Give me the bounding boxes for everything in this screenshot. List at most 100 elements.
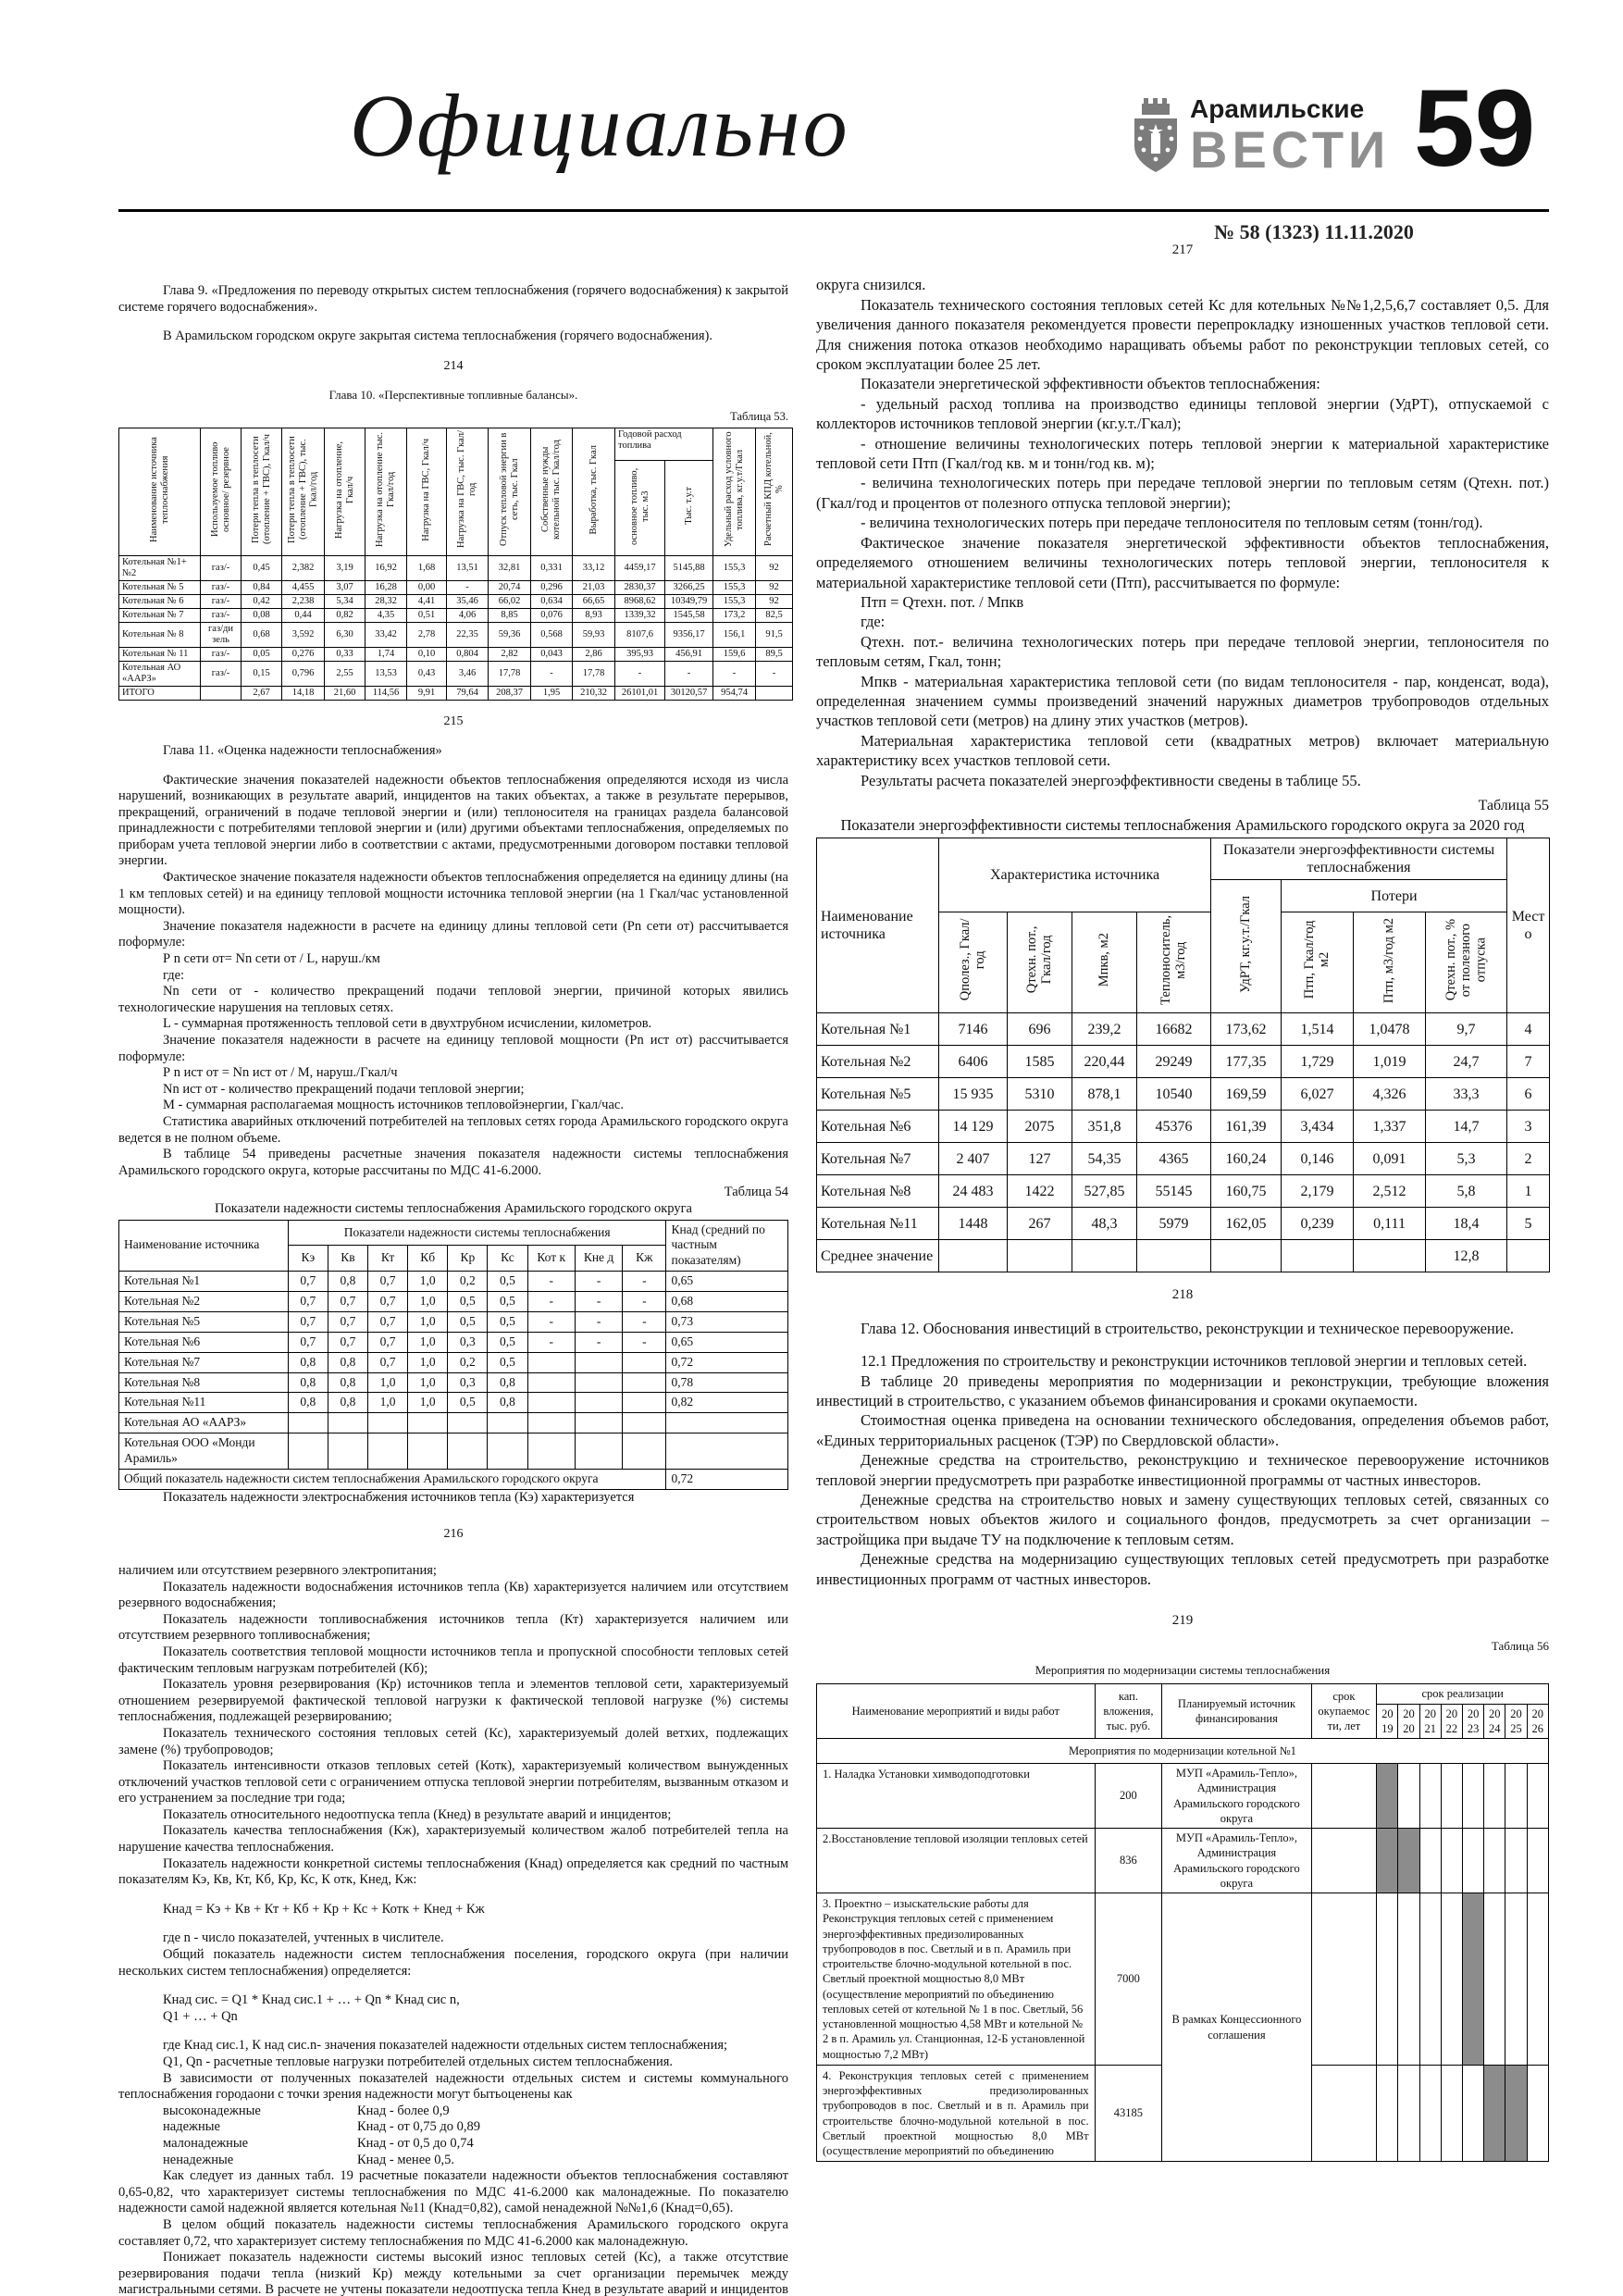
table-cell: 160,75	[1210, 1174, 1282, 1209]
table-cell: 155,3	[712, 593, 756, 609]
table-cell: Нагрузка на отопление, Гкал/ч	[324, 427, 365, 556]
paragraph: Показатель уровня резервирования (Кр) ис…	[118, 1677, 788, 1725]
table-cell	[487, 1433, 528, 1470]
table-cell: 0,634	[530, 593, 573, 609]
table-cell: 33,42	[365, 621, 407, 649]
newspaper-brand: Арамильские ВЕСТИ	[1131, 96, 1396, 180]
source-page-number: 216	[443, 1527, 464, 1542]
table-cell: 3	[1506, 1110, 1551, 1144]
table-cell: -	[530, 661, 573, 688]
table-cell: 0,7	[287, 1271, 328, 1293]
table-cell: 3,19	[324, 554, 365, 581]
table-row: Котельная №1 7146 696 239,2 16682 173,62 1,514…	[816, 1012, 1551, 1047]
table-cell: 0,5	[487, 1310, 528, 1333]
table-cell	[1440, 2064, 1464, 2163]
table-cell: 0,146	[1281, 1142, 1355, 1176]
paragraph: Глава 12. Обоснования инвестиций в строи…	[861, 1319, 1515, 1337]
table-cell	[447, 1433, 489, 1470]
paragraph: L - суммарная протяженность тепловой сет…	[163, 1016, 652, 1032]
table-cell: -	[622, 1310, 667, 1333]
table-cell: 0,331	[530, 554, 573, 581]
table-cell: 10540	[1135, 1077, 1212, 1111]
table-cell: 3. Проектно – изыскательские работы для …	[816, 1893, 1096, 2066]
table-cell: 2830,37	[614, 579, 665, 595]
table-cell: газ/-	[200, 593, 242, 609]
table-cell: 395,93	[614, 647, 665, 663]
table54-label: Таблица 54	[724, 1185, 788, 1200]
table-cell	[287, 1412, 328, 1434]
table-cell: 0,8	[327, 1392, 369, 1414]
table-cell: срок реализации	[1376, 1683, 1549, 1705]
table-cell: Кр	[447, 1245, 489, 1272]
table-cell: 54,35	[1072, 1142, 1137, 1176]
table-cell: 14,7	[1425, 1110, 1508, 1144]
table-cell: газ/ди зель	[200, 621, 242, 649]
table-cell: 2021	[1419, 1703, 1442, 1740]
table-cell: 0,276	[281, 647, 325, 663]
table-cell: 4	[1506, 1012, 1551, 1047]
table-cell: 2022	[1440, 1703, 1464, 1740]
paragraph: Показатель надежности топливоснабжения и…	[118, 1611, 788, 1644]
table-cell: Показатели надежности системы теплоснабж…	[287, 1219, 667, 1247]
table-cell: 177,35	[1210, 1045, 1282, 1079]
table-row: Общий показатель надежности систем тепло…	[118, 1468, 788, 1490]
table-cell: Котельная №5	[816, 1077, 939, 1111]
table-cell: 0,72	[665, 1351, 788, 1373]
paragraph: Фактические значения показателей надежно…	[118, 772, 788, 869]
table-cell: 4459,17	[614, 554, 665, 581]
table-cell: Нагрузка на ГВС, Гкал/ч	[406, 427, 447, 556]
paragraph: - отношение величины технологических пот…	[816, 434, 1549, 473]
table-cell: 2,179	[1281, 1174, 1355, 1209]
table-cell: 0,7	[367, 1291, 409, 1312]
table-cell	[367, 1433, 409, 1470]
reliability-notes: наличием или отсутствием резервного элек…	[118, 1563, 788, 2296]
table-cell: 173,62	[1210, 1012, 1282, 1047]
table-cell: 12,8	[1425, 1239, 1508, 1273]
table-row: Котельная АО «ААРЗ»	[118, 1412, 788, 1434]
paragraph: где:	[861, 613, 886, 631]
table-cell: Котельная №2	[816, 1045, 939, 1079]
table-cell: 208,37	[488, 686, 531, 701]
table-cell: 0,5	[447, 1310, 489, 1333]
table-cell: МУП «Арамиль-Тепло», Администрация Арами…	[1161, 1828, 1312, 1894]
energy-efficiency-table: Наименование источника Характеристика ист…	[816, 837, 1551, 1273]
paragraph: Показатель технического состояния теплов…	[816, 295, 1549, 374]
table-cell: 2020	[1397, 1703, 1420, 1740]
table-cell: Общий показатель надежности систем тепло…	[118, 1468, 667, 1490]
table-cell: 0,796	[281, 661, 325, 688]
table-row: Котельная №11 1448 267 48,3 5979 162,05 0,239 0…	[816, 1207, 1551, 1241]
table-cell: 0,7	[327, 1291, 369, 1312]
table-cell: 92	[755, 579, 793, 595]
table-cell	[527, 1371, 576, 1394]
table-cell: 156,1	[712, 621, 756, 649]
table-cell	[1461, 1828, 1485, 1894]
table-cell: 1. Наладка Установки химводоподготовки	[816, 1763, 1096, 1830]
table-cell: 7000	[1094, 1893, 1163, 2066]
paragraph: Стоимостная оценка приведена на основани…	[816, 1411, 1549, 1449]
fuel-balance-table: Наименование источника теплоснабжения Исп…	[118, 427, 793, 701]
table-cell: Котельная № 11	[118, 647, 201, 663]
paragraph: ненадежные Кнад - менее 0,5.	[163, 2152, 454, 2167]
table-cell	[1461, 2064, 1485, 2163]
table-row: 2019 2020 2021 2022 2023 2024 2025 2026	[817, 1703, 1550, 1740]
table-cell: 0,8	[287, 1351, 328, 1373]
table-cell: Потери тепла в теплосети (отопление + ГВ…	[281, 427, 325, 556]
paragraph: Денежные средства на строительство, реко…	[816, 1451, 1549, 1489]
table-row: Котельная №7 0,8 0,8 0,7 1,0 0,2 0,5 0,72	[118, 1351, 788, 1373]
table-cell: Нагрузка на отопление тыс. Гкал/год	[365, 427, 407, 556]
table-cell: 8,93	[572, 607, 615, 623]
table-row: Qполез., Гкал/год Qтехн. пот., Гкал/год Мп…	[817, 912, 1550, 1014]
table-cell: Птп, м3/год м2	[1353, 912, 1427, 1014]
table-cell: Наименование мероприятий и виды работ	[816, 1683, 1096, 1740]
table-cell: 2075	[1007, 1110, 1072, 1144]
table-cell	[1353, 1239, 1427, 1273]
table-cell: 24,7	[1425, 1045, 1508, 1079]
table-cell: Котельная №5	[118, 1310, 289, 1333]
paragraph: округа снизился.	[816, 276, 926, 294]
table-cell: 239,2	[1072, 1012, 1137, 1047]
table-cell: Котельная №1+№2	[118, 554, 201, 581]
table-cell: Характеристика источника	[937, 837, 1212, 913]
table-cell: Котельная № 6	[118, 593, 201, 609]
paragraph: Глава 11. «Оценка надежности теплоснабже…	[163, 742, 442, 758]
table-cell: 45376	[1135, 1110, 1212, 1144]
